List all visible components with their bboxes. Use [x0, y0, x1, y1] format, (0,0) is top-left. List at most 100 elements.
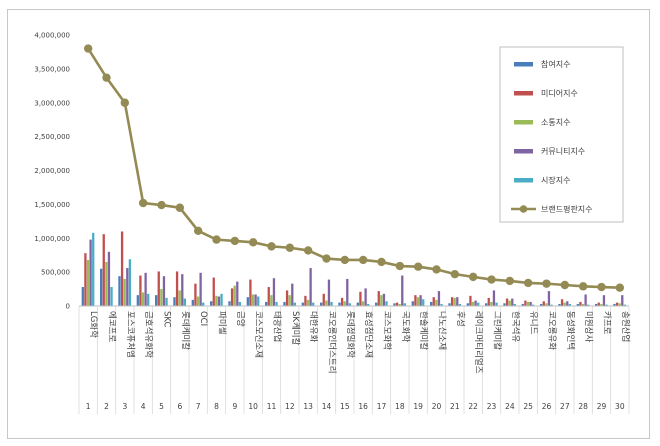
- bar-커뮤니티지수: [254, 294, 257, 306]
- category-label: 코스모신소재: [253, 311, 263, 358]
- category-label: 에코프로: [107, 311, 117, 342]
- rank-label: 2: [104, 402, 109, 411]
- y-tick-label: 1,500,000: [34, 201, 70, 209]
- bar-시장지수: [513, 303, 517, 306]
- bar-소통지수: [508, 300, 511, 306]
- bar-시장지수: [495, 302, 498, 306]
- category-label: 코스모화학: [382, 311, 393, 350]
- line-point: [157, 200, 166, 210]
- bar-소통지수: [325, 300, 328, 306]
- line-point: [303, 246, 313, 255]
- bar-커뮤니티지수: [199, 272, 202, 306]
- bar-소통지수: [416, 297, 420, 306]
- bar-소통지수: [160, 289, 163, 306]
- line-point: [615, 283, 625, 292]
- bar-참여지수: [375, 302, 378, 306]
- bar-시장지수: [257, 296, 260, 306]
- bar-미디어지수: [249, 279, 252, 306]
- bar-소통지수: [563, 302, 566, 306]
- bar-참여지수: [521, 303, 524, 306]
- bar-미디어지수: [542, 301, 545, 306]
- bar-커뮤니티지수: [272, 278, 276, 306]
- bar-시장지수: [403, 303, 407, 306]
- bar-커뮤니티지수: [566, 301, 569, 306]
- bar-커뮤니티지수: [126, 268, 129, 306]
- bar-시장지수: [550, 304, 553, 306]
- rank-label: 21: [450, 402, 460, 411]
- bar-참여지수: [558, 303, 561, 306]
- category-label: 금양: [235, 311, 246, 327]
- bar-커뮤니티지수: [437, 291, 441, 306]
- bar-시장지수: [330, 301, 333, 306]
- bar-시장지수: [220, 293, 223, 306]
- bar-미디어지수: [487, 297, 490, 306]
- category-label: 후성: [455, 311, 465, 327]
- rank-label: 22: [468, 402, 478, 411]
- bar-시장지수: [422, 299, 425, 306]
- bar-참여지수: [301, 302, 304, 306]
- legend-label: 미디어지수: [541, 88, 578, 98]
- bar-커뮤니티지수: [511, 298, 514, 306]
- category-label: 포스코퓨처엠: [125, 311, 136, 358]
- line-point: [560, 280, 570, 290]
- category-label: 롯데케미칼: [180, 311, 190, 350]
- line-point: [523, 278, 533, 288]
- bar-커뮤니티지수: [236, 281, 239, 306]
- line-point: [285, 243, 295, 252]
- bar-미디어지수: [377, 291, 380, 306]
- line-point: [377, 257, 386, 267]
- legend-label: 참여지수: [541, 59, 570, 69]
- bar-소통지수: [105, 261, 108, 306]
- rank-label: 5: [159, 402, 164, 411]
- bar-소통지수: [471, 301, 475, 306]
- rank-label: 29: [597, 402, 607, 411]
- bar-참여지수: [173, 297, 176, 306]
- line-point: [395, 261, 405, 271]
- bar-소통지수: [435, 299, 438, 306]
- bar-참여지수: [595, 303, 598, 306]
- bar-시장지수: [477, 302, 480, 306]
- rank-label: 12: [285, 402, 295, 411]
- y-tick-label: 4,000,000: [34, 32, 70, 40]
- bar-미디어지수: [505, 298, 509, 306]
- bar-소통지수: [233, 285, 236, 306]
- bar-시장지수: [458, 303, 462, 306]
- line-point: [248, 238, 258, 247]
- bar-미디어지수: [469, 295, 472, 306]
- bar-시장지수: [440, 303, 443, 306]
- bar-시장지수: [275, 301, 278, 306]
- bar-미디어지수: [304, 295, 307, 306]
- bar-소통지수: [86, 259, 90, 306]
- y-tick-label: 2,500,000: [34, 133, 70, 141]
- category-label: 한국석유: [510, 311, 521, 342]
- bar-시장지수: [238, 301, 242, 306]
- bar-참여지수: [283, 301, 286, 306]
- rank-label: 3: [122, 402, 127, 411]
- legend-bar-swatch: [514, 120, 533, 125]
- bar-시장지수: [202, 302, 205, 306]
- category-label: SK케미칼: [290, 311, 300, 346]
- line-point: [175, 203, 185, 212]
- legend-marker: [519, 205, 528, 213]
- bar-소통지수: [141, 292, 145, 306]
- bar-참여지수: [430, 301, 433, 306]
- bar-미디어지수: [560, 299, 564, 306]
- rank-label: 7: [196, 402, 201, 411]
- bar-미디어지수: [84, 253, 87, 306]
- bar-커뮤니티지수: [584, 294, 587, 306]
- bar-참여지수: [466, 303, 469, 306]
- rank-label: 9: [232, 402, 237, 411]
- line-point: [358, 255, 368, 265]
- category-label: 레이크머티리얼즈: [473, 311, 484, 374]
- category-label: SKC: [162, 311, 172, 328]
- line-point: [193, 226, 203, 235]
- bar-소통지수: [178, 290, 181, 306]
- category-label: 롯데정밀화학: [345, 311, 356, 358]
- bar-소통지수: [123, 278, 126, 306]
- line-point: [487, 275, 496, 284]
- legend-label: 커뮤니티지수: [541, 146, 585, 156]
- legend-bar-swatch: [514, 62, 533, 67]
- line-point: [468, 272, 478, 282]
- bar-참여지수: [191, 299, 194, 306]
